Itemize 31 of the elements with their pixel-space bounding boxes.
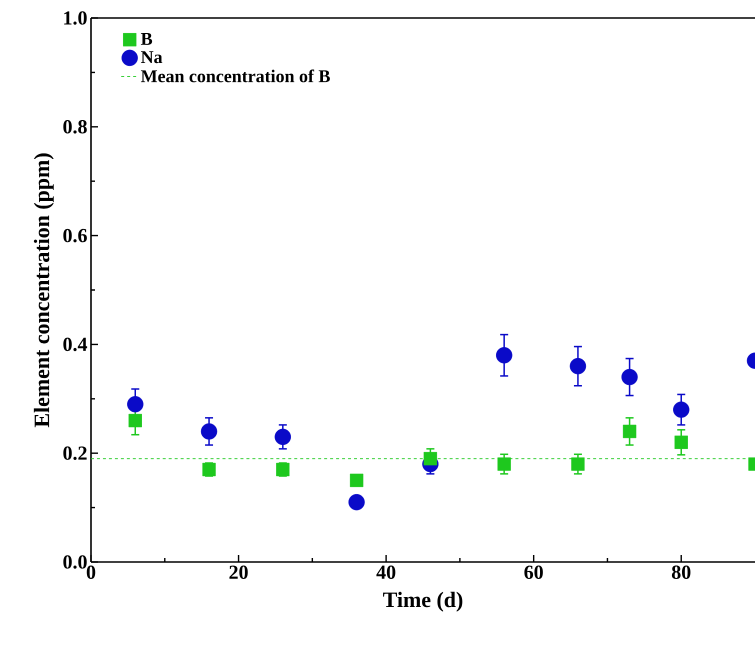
point (621, 368, 638, 386)
point (350, 474, 364, 488)
y-tick-label: 0.6 (63, 228, 87, 242)
point (674, 436, 688, 449)
legend-label: Na (140, 51, 162, 64)
x-axis-title: Time (d) (383, 592, 462, 612)
point (570, 358, 586, 374)
point (622, 424, 636, 438)
y-axis-title: Element concentration (ppm) (34, 153, 54, 428)
point (496, 347, 512, 364)
y-tick-label: 0.0 (63, 555, 87, 569)
legend-label: Mean concentration of B (140, 70, 330, 82)
point (673, 402, 690, 418)
x-tick-label: 20 (229, 566, 248, 579)
x-tick-label: 80 (672, 566, 690, 579)
y-tick-label: 0.4 (63, 338, 88, 352)
y-tick-label: 1.0 (64, 11, 87, 25)
point (127, 396, 144, 412)
legend-label: B (140, 33, 152, 45)
x-tick-label: 40 (376, 566, 396, 579)
point (128, 414, 142, 428)
y-tick-label: 0.8 (63, 120, 87, 134)
x-tick-label: 60 (524, 566, 543, 579)
point (348, 494, 365, 510)
point (424, 452, 438, 466)
point (200, 423, 218, 440)
point (274, 428, 291, 446)
point (497, 457, 511, 471)
x-tick-label: 0 (86, 566, 96, 579)
y-tick-label: 0.2 (63, 446, 87, 460)
point (571, 457, 585, 471)
